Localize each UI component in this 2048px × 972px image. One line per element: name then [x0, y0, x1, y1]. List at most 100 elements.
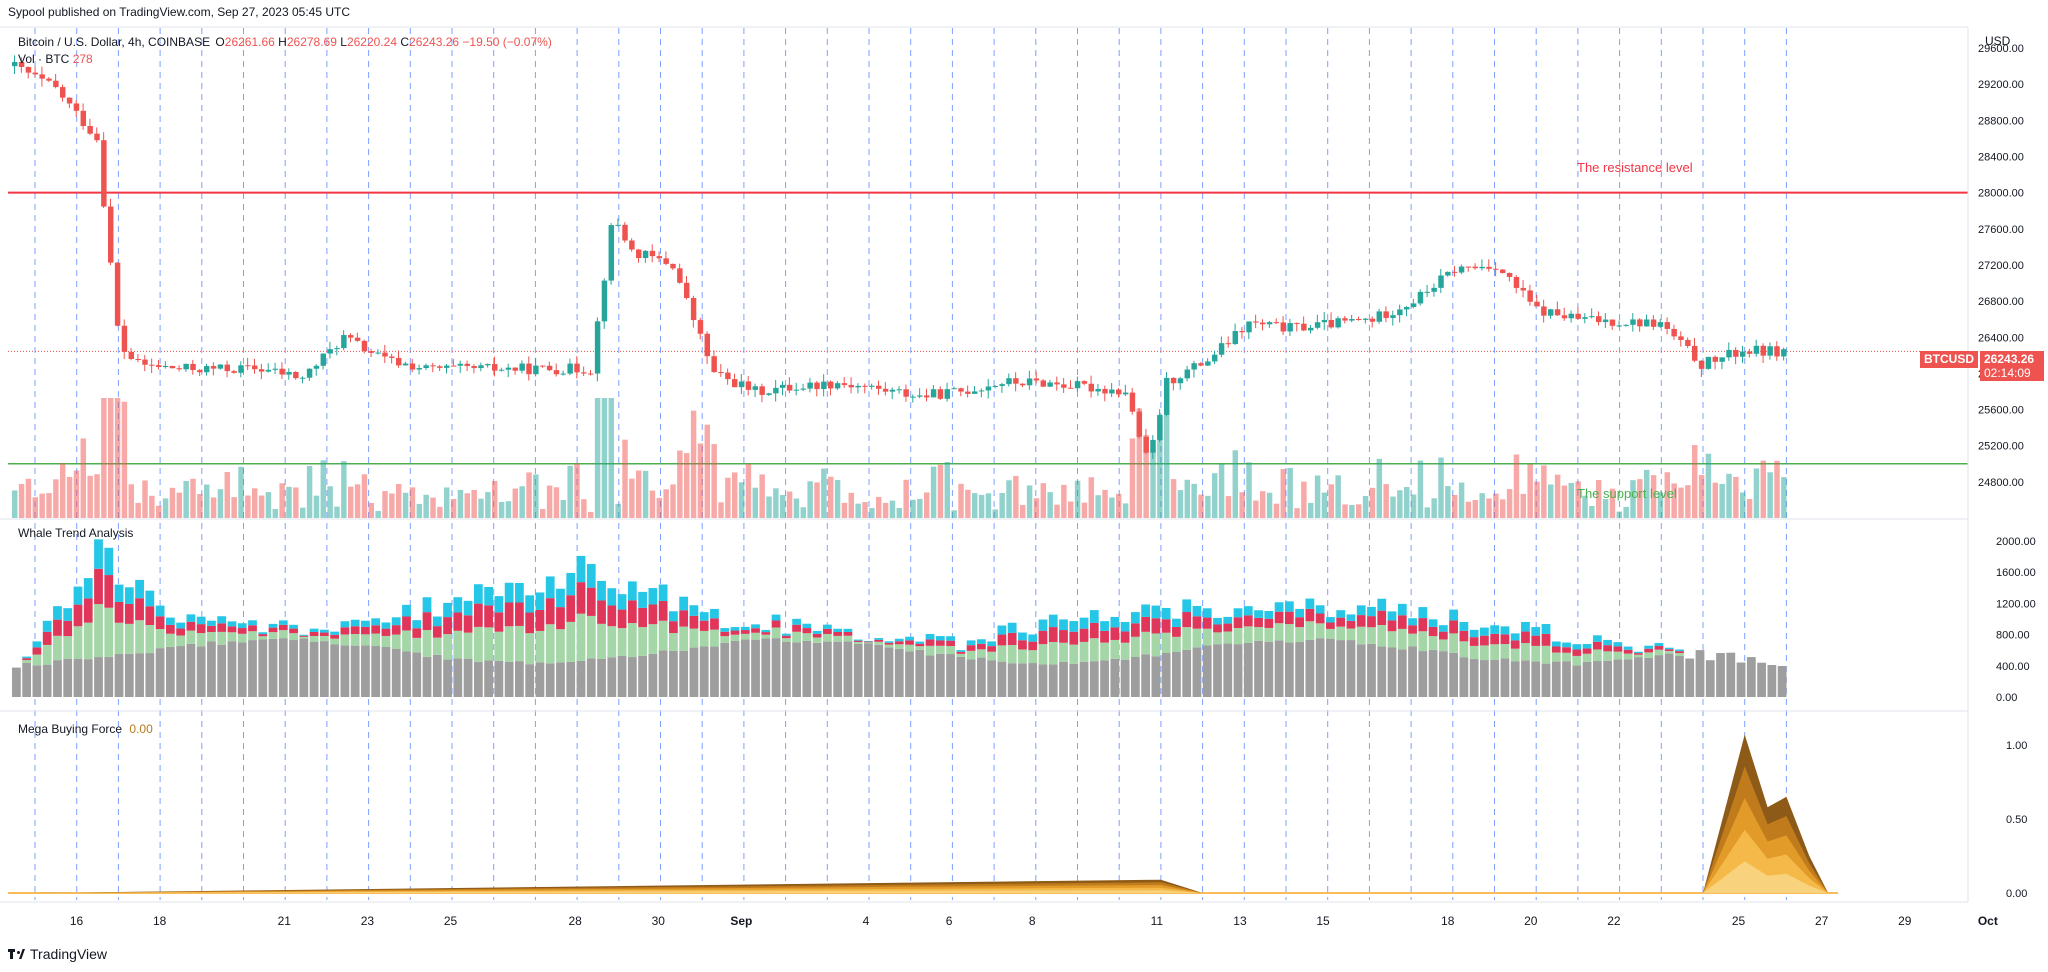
whale-bar-green [1592, 649, 1602, 662]
volume-bar [608, 398, 615, 518]
tradingview-logo[interactable]: TradingView [8, 946, 107, 962]
symbol-name[interactable]: Bitcoin / U.S. Dollar, 4h, COINBASE [18, 35, 211, 49]
whale-bar-cyan [956, 650, 966, 652]
whale-bar-cyan [1356, 605, 1366, 616]
volume-bar [80, 438, 87, 518]
candle-body [1136, 411, 1143, 437]
candle-body [492, 364, 498, 371]
candle-body [636, 249, 642, 259]
whale-bar-cyan [689, 605, 699, 616]
whale-bar-cyan [1582, 643, 1592, 649]
volume-bar [636, 470, 642, 518]
candle-body [306, 368, 313, 378]
volume-bar [1033, 498, 1040, 518]
whale-bar-red [268, 627, 278, 633]
volume-bar [1191, 483, 1197, 518]
whale-bar-red [545, 598, 555, 625]
whale-bar-gray [1172, 651, 1181, 697]
whale-bar-green [1069, 644, 1079, 664]
whale-bar-green [227, 632, 237, 642]
whale-bar-cyan [617, 594, 627, 610]
whale-bar-cyan [504, 582, 514, 603]
whale-bar-red [1397, 615, 1407, 629]
whale-bar-gray [1315, 638, 1325, 697]
whale-bar-green [176, 635, 186, 647]
volume-bar [18, 484, 25, 518]
volume-bar [1657, 492, 1664, 518]
candle-body [1376, 311, 1383, 322]
mega-area-layer [35, 766, 1829, 893]
open-label: O [215, 35, 225, 49]
whale-bar-gray [1233, 644, 1243, 697]
whale-bar-cyan [935, 636, 945, 641]
currency-button[interactable]: USD [1985, 34, 2010, 48]
whale-bar-red [73, 604, 83, 627]
volume-bar [896, 507, 903, 518]
whale-bar-gray [1284, 642, 1294, 697]
volume-bar [1630, 480, 1636, 518]
candle-body [999, 384, 1005, 386]
whale-bar-green [740, 633, 750, 640]
whale-bar-green [94, 604, 103, 658]
mega-buying-force-area [8, 734, 1839, 894]
close-value: 26243.26 [409, 35, 460, 49]
volume-bar [1376, 458, 1383, 518]
mega-tick-label: 0.00 [2006, 888, 2027, 900]
volume-legend[interactable]: Vol · BTC 278 [18, 52, 93, 66]
candle-body [642, 250, 649, 259]
whale-bar-cyan [299, 634, 309, 636]
whale-bar-red [997, 634, 1007, 646]
candle-body [238, 365, 244, 373]
whale-bar-gray [350, 645, 360, 697]
whale-bar-cyan [1613, 642, 1623, 647]
whale-bar-cyan [176, 622, 186, 629]
candle-body [1301, 323, 1307, 331]
whale-bar-cyan [217, 616, 227, 624]
whale-bar-cyan [381, 622, 391, 629]
whale-bar-green [1254, 627, 1263, 641]
whale-bar-gray [145, 653, 155, 697]
volume-bar [1575, 481, 1581, 518]
candle-body [149, 364, 155, 366]
candle-body [478, 365, 484, 369]
volume-label[interactable]: Vol · BTC [18, 52, 70, 66]
annotation-labels: The resistance level The support level [1577, 160, 1693, 501]
candle-body [1520, 287, 1527, 291]
volume-bar [814, 482, 820, 518]
whale-pane-title[interactable]: Whale Trend Analysis [18, 526, 133, 540]
tradingview-logo-text: TradingView [30, 946, 108, 962]
whale-bar-green [566, 621, 576, 662]
volume-bar [1068, 501, 1074, 518]
high-label: H [278, 35, 287, 49]
whale-bar-green [884, 644, 894, 648]
candle-body [348, 335, 354, 338]
whale-bar-green [627, 623, 637, 658]
open-value: 26261.66 [224, 35, 275, 49]
mega-pane-title[interactable]: Mega Buying Force 0.00 [18, 722, 153, 736]
whale-bar-red [165, 624, 175, 634]
candle-body [1472, 266, 1479, 269]
whale-bar-gray [556, 662, 565, 697]
whale-bar-green [874, 641, 884, 645]
whale-bar-green [1644, 652, 1654, 658]
volume-bar [1410, 494, 1417, 518]
whale-bar-gray [196, 646, 206, 697]
volume-bar [1212, 473, 1218, 518]
whale-bar-cyan [1572, 644, 1582, 650]
whale-bar-red [1367, 616, 1376, 628]
whale-bar-green [1141, 631, 1151, 655]
volume-bar [684, 453, 690, 518]
candle-body [1294, 323, 1300, 325]
whale-bar-gray [987, 660, 997, 697]
support-label: The support level [1577, 486, 1677, 501]
volume-bar [1404, 487, 1410, 518]
candle-body [1068, 387, 1074, 389]
whale-bar-gray [432, 654, 442, 697]
volume-bar [1479, 493, 1485, 518]
candle-body [1225, 343, 1232, 345]
volume-bar [1417, 460, 1424, 518]
symbol-legend[interactable]: Bitcoin / U.S. Dollar, 4h, COINBASE O262… [18, 35, 552, 49]
volume-bar [279, 483, 285, 518]
whale-bar-gray [699, 646, 709, 697]
